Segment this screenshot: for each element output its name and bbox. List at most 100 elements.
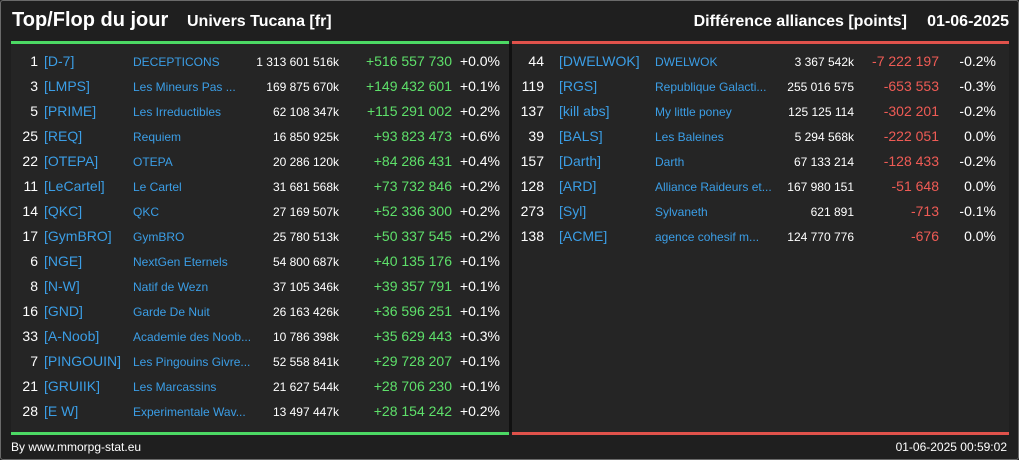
alliance-name-link[interactable]: Le Cartel <box>133 180 182 194</box>
alliance-name-link[interactable]: GymBRO <box>133 230 185 244</box>
alliance-name-link[interactable]: Les Mineurs Pas ... <box>133 80 236 94</box>
alliance-tag-link[interactable]: [REQ] <box>44 128 83 144</box>
alliance-tag-link[interactable]: [A-Noob] <box>44 328 100 344</box>
alliance-tag-link[interactable]: [Syl] <box>559 203 587 219</box>
top-row: 25 [REQ] Requiem 16 850 925k +93 823 473 +0.6… <box>11 124 509 149</box>
top-row: 1 [D-7] DECEPTICONS 1 313 601 516k +516 557 … <box>11 49 509 74</box>
rank-cell: 5 <box>30 103 38 119</box>
flop-panel: 44 [DWELWOK] DWELWOK 3 367 542k -7 222 197 -0… <box>512 41 1009 435</box>
alliance-name-link[interactable]: Les Baleines <box>655 130 724 144</box>
top-row: 33 [A-Noob] Academie des Noob... 10 786 398… <box>11 324 509 349</box>
alliance-tag-link[interactable]: [GND] <box>44 303 83 319</box>
rank-cell: 17 <box>22 228 38 244</box>
alliance-name-link[interactable]: My little poney <box>655 105 732 119</box>
alliance-name-link[interactable]: DWELWOK <box>655 55 718 69</box>
top-row: 22 [OTEPA] OTEPA 20 286 120k +84 286 431 +0.4… <box>11 149 509 174</box>
alliance-tag-link[interactable]: [ACME] <box>559 228 608 244</box>
alliance-name-link[interactable]: Alliance Raideurs et... <box>655 180 772 194</box>
rank-cell: 28 <box>22 403 38 419</box>
percent-cell: +0.2% <box>459 203 500 219</box>
rank-cell: 137 <box>520 103 544 119</box>
delta-cell: +29 728 207 <box>373 353 452 369</box>
delta-cell: -713 <box>910 203 939 219</box>
points-cell: 13 497 447k <box>272 405 339 419</box>
delta-cell: +36 596 251 <box>373 303 452 319</box>
alliance-tag-link[interactable]: [OTEPA] <box>44 153 99 169</box>
alliance-tag-link[interactable]: [LMPS] <box>44 78 90 94</box>
top-row: 16 [GND] Garde De Nuit 26 163 426k +36 596 2… <box>11 299 509 324</box>
delta-cell: -128 433 <box>883 153 939 169</box>
points-cell: 10 786 398k <box>272 330 339 344</box>
alliance-name-link[interactable]: Republique Galacti... <box>655 80 767 94</box>
alliance-tag-link[interactable]: [PINGOUIN] <box>44 353 122 369</box>
alliance-name-link[interactable]: DECEPTICONS <box>133 55 220 69</box>
top-panel: 1 [D-7] DECEPTICONS 1 313 601 516k +516 557 … <box>11 41 509 435</box>
alliance-tag-link[interactable]: [ARD] <box>559 178 597 194</box>
alliance-tag-link[interactable]: [DWELWOK] <box>559 53 640 69</box>
rank-cell: 1 <box>30 53 38 69</box>
delta-cell: +115 291 002 <box>367 103 452 119</box>
points-cell: 20 286 120k <box>272 155 339 169</box>
alliance-tag-link[interactable]: [Darth] <box>559 153 602 169</box>
alliance-name-link[interactable]: OTEPA <box>133 155 173 169</box>
top-row: 11 [LeCartel] Le Cartel 31 681 568k +73 732 … <box>11 174 509 199</box>
alliance-name-link[interactable]: Garde De Nuit <box>133 305 210 319</box>
alliance-name-link[interactable]: agence cohesif m... <box>655 230 760 244</box>
percent-cell: -0.2% <box>959 103 996 119</box>
alliance-name-link[interactable]: Academie des Noob... <box>133 330 252 344</box>
alliance-name-link[interactable]: Experimentale Wav... <box>133 405 246 419</box>
alliance-name-link[interactable]: Requiem <box>133 130 182 144</box>
delta-cell: +28 706 230 <box>373 378 452 394</box>
delta-cell: +516 557 730 <box>365 53 452 69</box>
alliance-tag-link[interactable]: [N-W] <box>44 278 80 294</box>
points-cell: 31 681 568k <box>272 180 339 194</box>
points-cell: 3 367 542k <box>794 55 854 69</box>
delta-cell: +149 432 601 <box>365 78 452 94</box>
points-cell: 621 891 <box>810 205 854 219</box>
points-cell: 255 016 575 <box>787 80 854 94</box>
percent-cell: +0.0% <box>459 53 500 69</box>
credit-link[interactable]: By www.mmorpg-stat.eu <box>11 440 142 454</box>
rank-cell: 22 <box>22 153 38 169</box>
rank-cell: 33 <box>22 328 38 344</box>
alliance-tag-link[interactable]: [LeCartel] <box>44 178 105 194</box>
alliance-name-link[interactable]: Darth <box>655 155 685 169</box>
delta-cell: +73 732 846 <box>373 178 452 194</box>
points-cell: 52 558 841k <box>272 355 339 369</box>
points-cell: 5 294 568k <box>794 130 854 144</box>
rank-cell: 7 <box>30 353 38 369</box>
percent-cell: 0.0% <box>964 178 996 194</box>
delta-cell: +28 154 242 <box>373 403 452 419</box>
alliance-name-link[interactable]: Les Pingouins Givre... <box>133 355 251 369</box>
flop-row: 128 [ARD] Alliance Raideurs et... 167 980 1… <box>512 174 1009 199</box>
alliance-name-link[interactable]: Les Marcassins <box>133 380 217 394</box>
alliance-tag-link[interactable]: [QKC] <box>44 203 83 219</box>
alliance-tag-link[interactable]: [GymBRO] <box>44 228 112 244</box>
points-cell: 21 627 544k <box>272 380 339 394</box>
alliance-name-link[interactable]: Natif de Wezn <box>133 280 209 294</box>
alliance-tag-link[interactable]: [RGS] <box>559 78 598 94</box>
top-row: 28 [E W] Experimentale Wav... 13 497 447k +2… <box>11 399 509 424</box>
alliance-name-link[interactable]: Sylvaneth <box>655 205 708 219</box>
delta-cell: +39 357 791 <box>373 278 452 294</box>
percent-cell: 0.0% <box>964 128 996 144</box>
points-cell: 62 108 347k <box>272 105 339 119</box>
delta-cell: -676 <box>910 228 939 244</box>
alliance-name-link[interactable]: QKC <box>133 205 160 219</box>
rank-cell: 3 <box>30 78 38 94</box>
top-row: 3 [LMPS] Les Mineurs Pas ... 169 875 670k +1… <box>11 74 509 99</box>
alliance-tag-link[interactable]: [PRIME] <box>44 103 97 119</box>
points-cell: 169 875 670k <box>266 80 339 94</box>
alliance-tag-link[interactable]: [NGE] <box>44 253 83 269</box>
flop-row: 137 [kill abs] My little poney 125 125 114 -… <box>512 99 1009 124</box>
percent-cell: +0.1% <box>459 78 500 94</box>
alliance-name-link[interactable]: Les Irreductibles <box>133 105 222 119</box>
alliance-tag-link[interactable]: [kill abs] <box>559 103 610 119</box>
alliance-tag-link[interactable]: [GRUIIK] <box>44 378 101 394</box>
alliance-tag-link[interactable]: [BALS] <box>559 128 603 144</box>
alliance-name-link[interactable]: NextGen Eternels <box>133 255 228 269</box>
alliance-tag-link[interactable]: [D-7] <box>44 53 75 69</box>
percent-cell: +0.1% <box>459 253 500 269</box>
rank-cell: 138 <box>520 228 544 244</box>
alliance-tag-link[interactable]: [E W] <box>44 403 79 419</box>
